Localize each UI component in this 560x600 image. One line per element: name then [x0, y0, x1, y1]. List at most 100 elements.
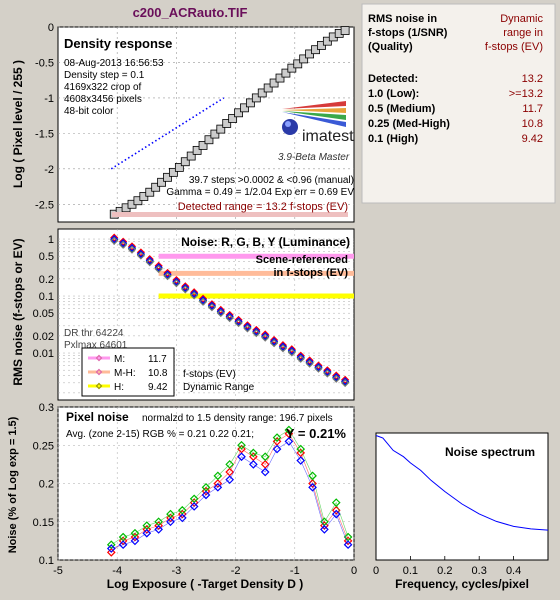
density-step-marker — [263, 83, 273, 93]
panel3-marks — [106, 425, 353, 557]
pixel-noise-marker — [308, 482, 317, 492]
density-step-marker — [204, 135, 214, 145]
panel1-info-line: 4169x322 crop of — [64, 82, 142, 93]
density-step-marker — [257, 88, 267, 98]
legend-key: M-H: — [114, 368, 136, 379]
summary-row-label: 1.0 (Low): — [368, 88, 419, 100]
noise-marker — [127, 243, 137, 252]
panel3-x-tick: -1 — [290, 565, 300, 577]
noise-marker — [172, 277, 181, 286]
panel2-y-tick: 0.1 — [39, 291, 54, 303]
panel1-y-tick: -2 — [44, 164, 54, 176]
panel3-x-tick: -5 — [53, 565, 63, 577]
noise-marker — [181, 283, 190, 292]
noise-marker — [225, 312, 234, 321]
panel3-ylabel: Noise (% of Log exp = 1.5) — [7, 416, 19, 553]
summary-row-label: 0.25 (Med-High) — [368, 118, 450, 130]
pixel-noise-line — [111, 440, 349, 549]
density-step-marker — [245, 98, 255, 108]
legend-value: 11.7 — [148, 354, 167, 365]
noise-marker — [243, 324, 252, 333]
summary-header-right: Dynamic — [500, 13, 543, 25]
pixel-noise-marker — [166, 517, 175, 527]
panel3-x-tick: -2 — [231, 565, 241, 577]
noise-marker — [332, 371, 341, 380]
density-step-marker — [222, 119, 232, 128]
noise-marker — [314, 364, 323, 373]
panel4-x-tick: 0.2 — [437, 565, 452, 577]
panel2-ylabel: RMS noise (f-stops or EV) — [11, 238, 25, 385]
panel4-grid — [375, 556, 514, 560]
pixel-noise-marker — [284, 437, 294, 446]
noise-marker — [341, 378, 350, 388]
density-step-marker — [281, 68, 291, 78]
noise-marker — [270, 337, 279, 346]
density-step-marker — [169, 167, 178, 177]
panel2-y-tick: 0.5 — [39, 251, 54, 263]
density-step-marker — [228, 114, 238, 123]
noise-marker — [278, 342, 288, 351]
noise-marker — [207, 303, 216, 312]
panel2-y-tick: 0.02 — [33, 331, 54, 343]
panel3-grid — [57, 406, 355, 561]
noise-marker — [216, 307, 225, 316]
scene-ref-line: Scene-referenced — [256, 254, 348, 266]
panel3-avg-note: Avg. (zone 2-15) RGB % = 0.21 0.22 0.21; — [66, 429, 254, 440]
pixel-noise-marker — [118, 540, 128, 550]
legend-marker — [95, 382, 103, 390]
pixel-noise-marker — [308, 471, 317, 481]
noise-marker — [163, 272, 172, 281]
noise-marker — [225, 314, 234, 323]
panel1-steps-note: 39.7 steps >0.0002 & <0.96 (manual) — [189, 175, 354, 186]
noise-marker — [270, 335, 279, 345]
density-step-marker — [174, 162, 184, 172]
noise-marker — [145, 256, 154, 265]
panel3-y-tick: 0.3 — [39, 402, 54, 414]
pixel-noise-marker — [260, 452, 270, 462]
noise-marker — [190, 289, 199, 298]
density-step-marker — [198, 141, 208, 150]
noise-marker — [110, 233, 119, 242]
pixel-noise-marker — [331, 498, 341, 507]
noise-marker — [136, 248, 145, 257]
pixel-noise-marker — [154, 525, 163, 534]
noise-marker — [278, 344, 288, 353]
panel2-y-tick: 0.2 — [39, 274, 54, 286]
panel1-info-line: 08-Aug-2013 16:56:53 — [64, 58, 164, 69]
pixel-noise-marker — [296, 444, 306, 454]
summary-panel: RMS noise in f-stops (1/SNR) (Quality) D… — [361, 3, 556, 204]
noise-marker — [127, 245, 137, 254]
summary-header-left: (Quality) — [368, 41, 413, 53]
density-step-marker — [299, 54, 309, 64]
panel2-title: Noise: R, G, B, Y (Luminance) — [181, 235, 350, 249]
noise-marker — [305, 356, 314, 365]
scene-ref-line: in f-stops (EV) — [273, 267, 348, 279]
noise-marker — [163, 268, 172, 277]
noise-marker — [127, 242, 137, 251]
noise-marker — [252, 327, 261, 336]
dr-thr-line: DR thr 64224 — [64, 328, 124, 339]
noise-marker — [332, 372, 341, 382]
version-label: 3.9-Beta Master — [278, 152, 350, 163]
noise-marker — [198, 296, 208, 305]
panel4-marks — [375, 435, 549, 531]
summary-header-right: f-stops (EV) — [485, 41, 543, 53]
summary-row-value: >=13.2 — [509, 88, 543, 100]
noise-marker — [243, 321, 252, 330]
legend-key: H: — [114, 382, 124, 393]
pixel-noise-marker — [284, 425, 294, 435]
panel4-x-tick: 0.1 — [403, 565, 418, 577]
legend-value: 10.8 — [148, 368, 168, 379]
panel4-title: Noise spectrum — [445, 445, 535, 459]
panel3-y-tick: 0.15 — [33, 517, 54, 529]
noise-marker — [198, 294, 208, 303]
noise-marker — [163, 270, 172, 279]
detected-range-bar — [112, 212, 348, 217]
panel2-marks — [110, 233, 350, 388]
summary-header-right: range in — [503, 27, 543, 39]
pixel-noise-marker — [189, 502, 199, 511]
pixel-noise-line — [111, 433, 349, 553]
noise-marker — [287, 348, 296, 357]
pixel-noise-marker — [106, 544, 116, 553]
